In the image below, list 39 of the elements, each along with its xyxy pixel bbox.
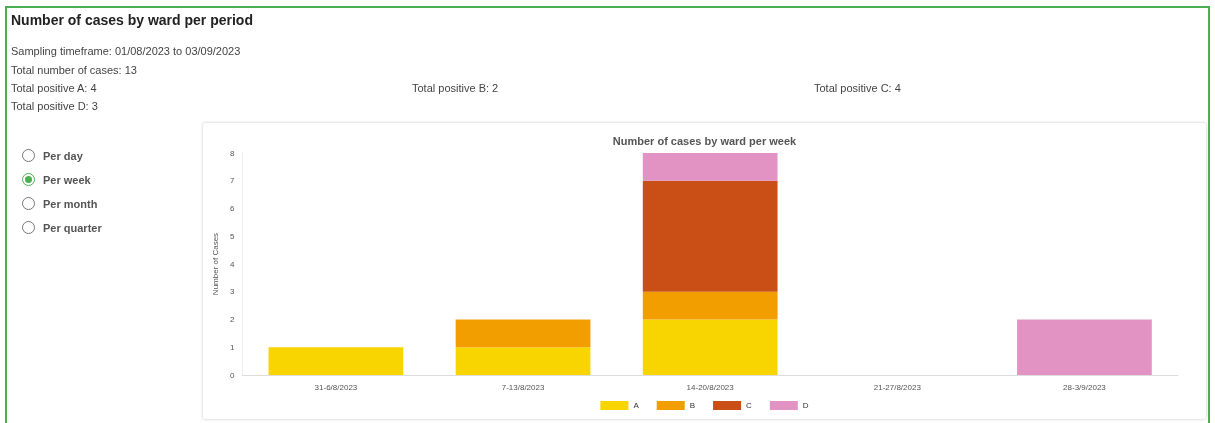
bar xyxy=(642,153,778,181)
x-tick-label: 14-20/8/2023 xyxy=(686,382,735,392)
bar xyxy=(268,347,404,375)
x-tick-label: 21-27/8/2023 xyxy=(873,382,922,392)
text: Per week xyxy=(43,173,91,186)
text: Per day xyxy=(43,149,83,162)
y-tick-label: 5 xyxy=(229,231,235,241)
y-tick-label: 7 xyxy=(229,176,235,186)
text: Total positive D: 3 xyxy=(11,100,98,112)
text: Number of cases by ward per period xyxy=(11,12,253,28)
bar xyxy=(642,291,778,320)
text: Total positive A: 4 xyxy=(11,82,97,94)
legend-label: A xyxy=(633,401,640,410)
text: Per month xyxy=(43,197,98,210)
x-tick-label: 7-13/8/2023 xyxy=(501,382,545,392)
bar xyxy=(642,180,778,292)
bar xyxy=(455,347,591,375)
text: Total number of cases: 13 xyxy=(11,64,137,76)
bar xyxy=(455,319,591,348)
y-tick-label: 1 xyxy=(229,342,235,352)
y-tick-label: 2 xyxy=(229,315,235,324)
y-tick-label: 0 xyxy=(229,370,235,380)
y-tick-label: 3 xyxy=(229,287,235,297)
bar xyxy=(642,319,778,375)
y-tick-label: 8 xyxy=(229,148,235,158)
y-tick-label: 4 xyxy=(229,259,235,269)
x-tick-label: 31-6/8/2023 xyxy=(314,382,358,392)
x-tick-label: 28-3/9/2023 xyxy=(1063,382,1107,392)
text: Per quarter xyxy=(43,221,102,234)
y-tick-label: 6 xyxy=(229,204,235,213)
chart-title: Number of cases by ward per week xyxy=(612,134,798,147)
bar xyxy=(1017,319,1152,375)
legend-label: C xyxy=(746,401,753,410)
legend-label: B xyxy=(689,401,696,410)
legend-label: D xyxy=(802,401,809,410)
text: Total positive C: 4 xyxy=(814,82,901,94)
y-axis-title: Number of Cases xyxy=(210,232,220,296)
text: Sampling timeframe: 01/08/2023 to 03/09/2023 xyxy=(11,45,241,57)
text: Total positive B: 2 xyxy=(412,82,499,94)
